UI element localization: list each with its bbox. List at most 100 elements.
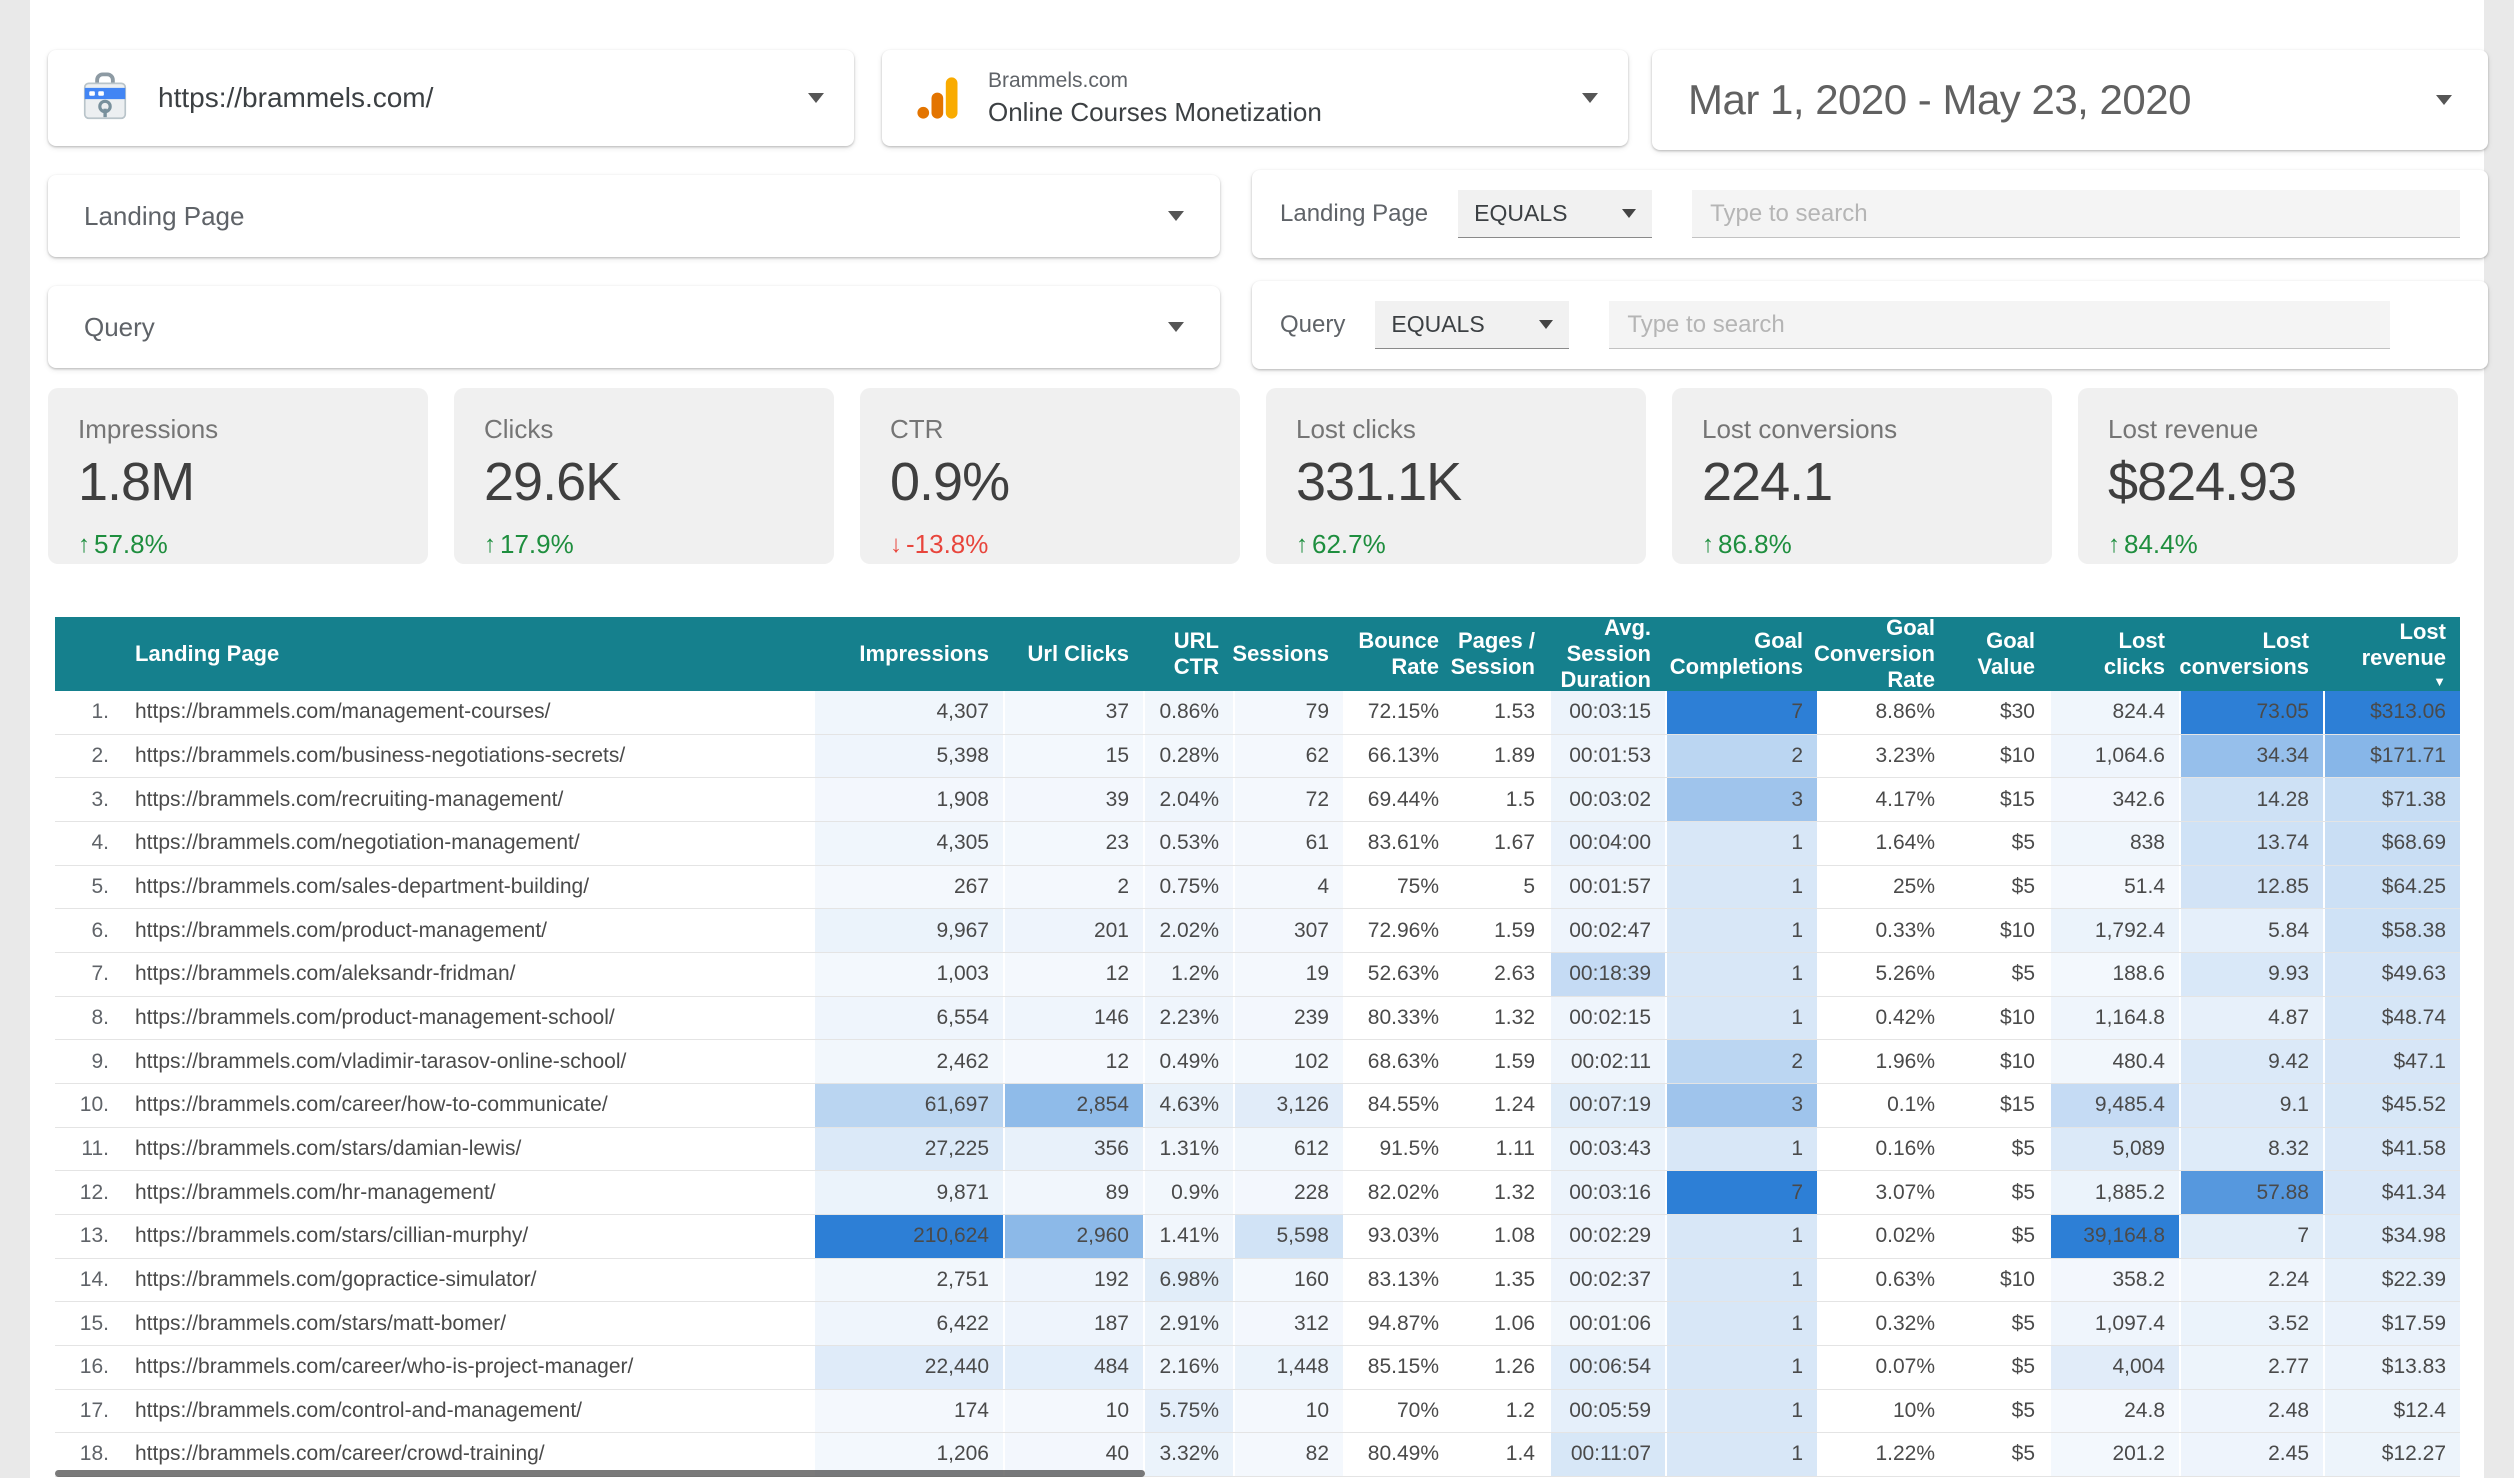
table-horizontal-scrollbar[interactable] <box>55 1470 1145 1477</box>
chevron-down-icon <box>1622 209 1637 218</box>
cell-pages-session: 1.35 <box>1494 1267 1535 1291</box>
cell-landing-page: https://brammels.com/business-negotiatio… <box>135 743 626 767</box>
table-row: 15. https://brammels.com/stars/matt-bomer… <box>55 1302 2460 1346</box>
cell-impressions: 9,871 <box>813 1171 1003 1214</box>
analytics-property-selector[interactable]: Brammels.com Online Courses Monetization <box>882 50 1628 146</box>
table-body: 1. https://brammels.com/management-course… <box>55 691 2460 1477</box>
cell-sessions: 239 <box>1233 996 1343 1040</box>
table-row: 7. https://brammels.com/aleksandr-fridman… <box>55 952 2460 997</box>
column-header-lost-clicks[interactable]: Lost clicks <box>2049 617 2179 691</box>
query-operator-select[interactable]: EQUALS <box>1375 301 1570 349</box>
query-search-input[interactable] <box>1609 301 2390 349</box>
cell-sessions: 312 <box>1233 1302 1343 1345</box>
cell-goal-conversion-rate: 0.33% <box>1875 918 1935 942</box>
landing-page-operator-select[interactable]: EQUALS <box>1458 190 1653 238</box>
cell-goal-conversion-rate: 0.42% <box>1875 1005 1935 1029</box>
cell-impressions: 27,225 <box>813 1127 1003 1171</box>
cell-goal-conversion-rate: 0.32% <box>1875 1311 1935 1335</box>
chevron-down-icon <box>1168 211 1184 221</box>
cell-bounce-rate: 93.03% <box>1367 1224 1439 1248</box>
cell-goal-value: $10 <box>1999 743 2035 767</box>
scorecard-label: Clicks <box>484 414 554 444</box>
cell-pages-session: 1.06 <box>1494 1311 1535 1335</box>
cell-url-ctr: 2.23% <box>1143 996 1233 1040</box>
cell-lost-revenue: $64.25 <box>2323 865 2460 909</box>
cell-lost-conversions: 9.42 <box>2179 1040 2323 1083</box>
cell-avg-session-duration: 00:11:07 <box>1549 1433 1665 1476</box>
cell-lost-revenue: $34.98 <box>2323 1214 2460 1258</box>
cell-row-number: 1. <box>91 700 109 724</box>
column-header-label: Bounce Rate <box>1358 628 1439 679</box>
cell-sessions: 3,126 <box>1233 1083 1343 1127</box>
cell-pages-session: 1.89 <box>1494 743 1535 767</box>
search-console-property-selector[interactable]: https://brammels.com/ <box>48 50 854 146</box>
table-row: 17. https://brammels.com/control-and-mana… <box>55 1389 2460 1434</box>
cell-goal-conversion-rate: 0.07% <box>1875 1355 1935 1379</box>
query-filter-dropdown[interactable]: Query <box>48 286 1220 368</box>
column-header-sessions[interactable]: Sessions <box>1232 617 1343 691</box>
cell-lost-conversions: 5.84 <box>2179 909 2323 952</box>
cell-impressions: 5,398 <box>813 734 1003 778</box>
cell-impressions: 1,908 <box>813 778 1003 821</box>
cell-goal-conversion-rate: 10% <box>1892 1398 1935 1422</box>
search-console-icon <box>83 72 127 120</box>
column-header-label: Goal Value <box>1977 628 2035 679</box>
column-header-pages-session[interactable]: Pages / Session <box>1451 617 1549 691</box>
column-header-goal-conversion-rate[interactable]: Goal Conversion Rate <box>1813 615 1949 692</box>
cell-sessions: 102 <box>1233 1040 1343 1083</box>
cell-lost-clicks: 1,064.6 <box>2049 734 2179 778</box>
report-canvas: https://brammels.com/ Brammels.com Onlin… <box>30 0 2488 1478</box>
column-header-url-clicks[interactable]: Url Clicks <box>1003 617 1143 691</box>
table-row: 14. https://brammels.com/gopractice-simul… <box>55 1258 2460 1303</box>
cell-lost-revenue: $12.27 <box>2323 1433 2460 1476</box>
scorecard-label: Lost revenue <box>2108 414 2259 444</box>
date-range-picker[interactable]: Mar 1, 2020 - May 23, 2020 <box>1652 50 2488 150</box>
cell-goal-value: $5 <box>2011 1136 2035 1160</box>
column-header-bounce-rate[interactable]: Bounce Rate <box>1343 617 1453 691</box>
column-header-landing-page[interactable]: Landing Page <box>119 617 813 691</box>
cell-url-clicks: 39 <box>1003 778 1143 821</box>
cell-lost-conversions: 2.77 <box>2179 1345 2323 1389</box>
column-header-lost-revenue[interactable]: Lost revenue ▼ <box>2323 617 2460 691</box>
cell-impressions: 2,462 <box>813 1040 1003 1083</box>
cell-sessions: 62 <box>1233 734 1343 778</box>
cell-url-ctr: 0.53% <box>1143 821 1233 865</box>
cell-lost-conversions: 14.28 <box>2179 778 2323 821</box>
cell-url-clicks: 484 <box>1003 1345 1143 1389</box>
column-header-goal-value[interactable]: Goal Value <box>1949 617 2049 691</box>
landing-page-search-input[interactable] <box>1692 190 2460 238</box>
cell-impressions: 174 <box>813 1389 1003 1433</box>
cell-url-ctr: 2.16% <box>1143 1345 1233 1389</box>
cell-lost-conversions: 2.24 <box>2179 1258 2323 1302</box>
cell-lost-revenue: $171.71 <box>2323 734 2460 778</box>
cell-sessions: 19 <box>1233 952 1343 996</box>
cell-lost-revenue: $71.38 <box>2323 778 2460 821</box>
table-row: 5. https://brammels.com/sales-department-… <box>55 865 2460 910</box>
chevron-down-icon <box>2436 95 2452 105</box>
cell-goal-completions: 1 <box>1665 821 1817 865</box>
cell-lost-conversions: 73.05 <box>2179 691 2323 734</box>
cell-sessions: 10 <box>1233 1389 1343 1433</box>
cell-avg-session-duration: 00:01:06 <box>1549 1302 1665 1345</box>
cell-url-clicks: 201 <box>1003 909 1143 952</box>
cell-goal-value: $5 <box>2011 831 2035 855</box>
cell-sessions: 1,448 <box>1233 1345 1343 1389</box>
cell-url-clicks: 146 <box>1003 996 1143 1040</box>
cell-lost-revenue: $41.58 <box>2323 1127 2460 1171</box>
cell-pages-session: 1.32 <box>1494 1180 1535 1204</box>
landing-page-filter-dropdown[interactable]: Landing Page <box>48 175 1220 257</box>
cell-landing-page: https://brammels.com/career/who-is-proje… <box>135 1355 634 1379</box>
cell-impressions: 6,554 <box>813 996 1003 1040</box>
column-header-label: Goal Conversion Rate <box>1813 615 1935 692</box>
cell-goal-conversion-rate: 25% <box>1892 874 1935 898</box>
cell-goal-completions: 1 <box>1665 1258 1817 1302</box>
column-header-impressions[interactable]: Impressions <box>813 617 1003 691</box>
cell-sessions: 612 <box>1233 1127 1343 1171</box>
column-header-lost-conversions[interactable]: Lost conversions <box>2179 617 2323 691</box>
column-header-goal-completions[interactable]: Goal Completions <box>1665 617 1817 691</box>
column-header-url-ctr[interactable]: URL CTR <box>1143 617 1233 691</box>
column-header-avg-session-duration[interactable]: Avg. Session Duration <box>1549 615 1665 692</box>
cell-goal-value: $15 <box>1999 787 2035 811</box>
landing-page-advanced-filter: Landing Page EQUALS <box>1252 170 2488 258</box>
cell-row-number: 17. <box>79 1398 109 1422</box>
